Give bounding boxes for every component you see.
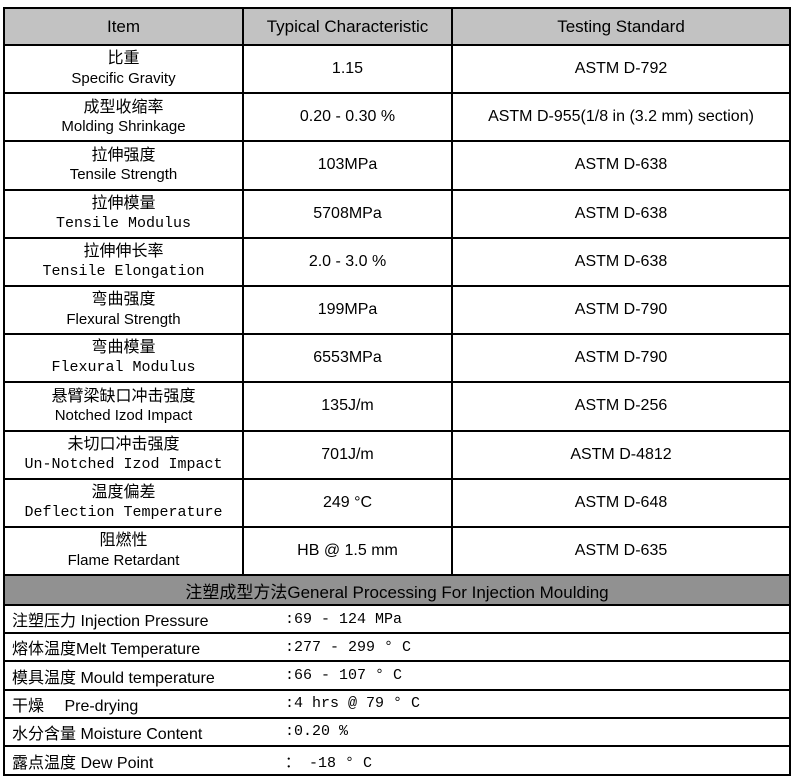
- table-row: 成型收缩率 Molding Shrinkage 0.20 - 0.30 % AS…: [5, 94, 789, 143]
- item-cell: 弯曲模量 Flexural Modulus: [5, 335, 242, 384]
- item-label-cn: 拉伸模量: [91, 194, 156, 212]
- processing-row: 干燥 Pre-drying :4 hrs @ 79 ° C: [5, 691, 789, 719]
- header-item: Item: [5, 9, 242, 46]
- value-cell: HB @ 1.5 mm: [242, 527, 451, 577]
- item-label-cn: 拉伸强度: [91, 146, 156, 164]
- item-label-en: Deflection Temperature: [24, 503, 223, 521]
- item-label-cn: 成型收缩率: [83, 98, 164, 116]
- processing-label: 模具温度 Mould temperature: [12, 669, 215, 687]
- table-row: 悬臂梁缺口冲击强度 Notched Izod Impact 135J/m AST…: [5, 383, 789, 432]
- value-cell: 103MPa: [242, 142, 451, 191]
- standard-cell: ASTM D-638: [451, 142, 789, 191]
- item-cell: 悬臂梁缺口冲击强度 Notched Izod Impact: [5, 383, 242, 432]
- value-cell: 135J/m: [242, 383, 451, 432]
- standard-cell: ASTM D-256: [451, 383, 789, 432]
- item-cell: 弯曲强度 Flexural Strength: [5, 287, 242, 336]
- table-header-row: Item Typical Characteristic Testing Stan…: [5, 9, 789, 46]
- table-row: 未切口冲击强度 Un-Notched Izod Impact 701J/m AS…: [5, 431, 789, 480]
- standard-cell: ASTM D-790: [451, 335, 789, 384]
- standard-cell: ASTM D-648: [451, 479, 789, 528]
- processing-label: 露点温度 Dew Point: [12, 755, 154, 773]
- standard-cell: ASTM D-790: [451, 286, 789, 336]
- processing-label: 注塑压力 Injection Pressure: [12, 613, 209, 631]
- item-label-en: Specific Gravity: [71, 70, 176, 88]
- item-label-cn: 弯曲强度: [91, 291, 156, 309]
- properties-table: Item Typical Characteristic Testing Stan…: [3, 7, 791, 776]
- item-label-cn: 悬臂梁缺口冲击强度: [51, 387, 196, 405]
- section-header-injection-moulding: 注塑成型方法General Processing For Injection M…: [5, 576, 789, 607]
- item-label-en: Tensile Modulus: [55, 214, 192, 232]
- table-row: 温度偏差 Deflection Temperature 249 °C ASTM …: [5, 479, 789, 528]
- item-label-en: Notched Izod Impact: [54, 407, 193, 425]
- standard-cell: ASTM D-635: [451, 527, 789, 577]
- item-label-en: Flexural Modulus: [51, 359, 196, 377]
- table-row: 阻燃性 Flame Retardant HB @ 1.5 mm ASTM D-6…: [5, 527, 789, 577]
- item-label-en: Tensile Elongation: [42, 262, 205, 280]
- item-label-en: Un-Notched Izod Impact: [24, 455, 223, 473]
- table-row: 拉伸强度 Tensile Strength 103MPa ASTM D-638: [5, 142, 789, 191]
- item-label-en: Tensile Strength: [69, 166, 178, 184]
- table-row: 拉伸伸长率 Tensile Elongation 2.0 - 3.0 % AST…: [5, 238, 789, 287]
- table-row: 拉伸模量 Tensile Modulus 5708MPa ASTM D-638: [5, 190, 789, 239]
- item-cell: 阻燃性 Flame Retardant: [5, 528, 242, 577]
- processing-row: 熔体温度Melt Temperature :277 - 299 ° C: [5, 634, 789, 663]
- item-cell: 拉伸伸长率 Tensile Elongation: [5, 239, 242, 287]
- item-label-cn: 温度偏差: [91, 484, 156, 501]
- processing-label: 熔体温度Melt Temperature: [12, 641, 201, 659]
- value-cell: 701J/m: [242, 431, 451, 480]
- item-cell: 拉伸强度 Tensile Strength: [5, 142, 242, 191]
- standard-cell: ASTM D-638: [451, 190, 789, 239]
- item-cell: 比重 Specific Gravity: [5, 46, 242, 95]
- item-cell: 成型收缩率 Molding Shrinkage: [5, 94, 242, 143]
- processing-value: ： -18 ° C: [285, 754, 373, 772]
- item-label-en: Flexural Strength: [66, 311, 181, 329]
- processing-value: :277 - 299 ° C: [285, 638, 412, 656]
- standard-cell: ASTM D-638: [451, 238, 789, 287]
- standard-cell: ASTM D-955(1/8 in (3.2 mm) section): [451, 94, 789, 143]
- header-testing-standard: Testing Standard: [451, 9, 789, 46]
- item-cell: 未切口冲击强度 Un-Notched Izod Impact: [5, 432, 242, 480]
- table-row: 弯曲强度 Flexural Strength 199MPa ASTM D-790: [5, 286, 789, 336]
- processing-value: :69 - 124 MPa: [285, 610, 403, 628]
- processing-label: 水分含量 Moisture Content: [12, 725, 203, 743]
- value-cell: 249 °C: [242, 479, 451, 528]
- value-cell: 2.0 - 3.0 %: [242, 238, 451, 287]
- value-cell: 0.20 - 0.30 %: [242, 94, 451, 143]
- processing-label: 干燥 Pre-drying: [12, 697, 139, 715]
- item-cell: 拉伸模量 Tensile Modulus: [5, 191, 242, 239]
- standard-cell: ASTM D-792: [451, 46, 789, 95]
- value-cell: 6553MPa: [242, 335, 451, 384]
- item-label-cn: 弯曲模量: [91, 339, 156, 357]
- table-row: 比重 Specific Gravity 1.15 ASTM D-792: [5, 46, 789, 95]
- item-label-cn: 比重: [107, 50, 140, 68]
- item-cell: 温度偏差 Deflection Temperature: [5, 480, 242, 528]
- processing-row: 注塑压力 Injection Pressure :69 - 124 MPa: [5, 606, 789, 635]
- processing-row: 模具温度 Mould temperature :66 - 107 ° C: [5, 662, 789, 691]
- processing-value: :66 - 107 ° C: [285, 667, 403, 685]
- item-label-cn: 拉伸伸长率: [83, 243, 164, 261]
- processing-row: 露点温度 Dew Point ： -18 ° C: [5, 747, 789, 774]
- header-typical-characteristic: Typical Characteristic: [242, 9, 451, 46]
- table-row: 弯曲模量 Flexural Modulus 6553MPa ASTM D-790: [5, 335, 789, 384]
- value-cell: 1.15: [242, 46, 451, 95]
- value-cell: 5708MPa: [242, 190, 451, 239]
- processing-value: :4 hrs @ 79 ° C: [285, 695, 421, 713]
- item-label-en: Molding Shrinkage: [61, 118, 186, 136]
- processing-row: 水分含量 Moisture Content :0.20 %: [5, 719, 789, 747]
- standard-cell: ASTM D-4812: [451, 431, 789, 480]
- value-cell: 199MPa: [242, 286, 451, 336]
- item-label-cn: 阻燃性: [99, 532, 148, 550]
- item-label-en: Flame Retardant: [67, 551, 180, 569]
- item-label-cn: 未切口冲击强度: [67, 435, 180, 453]
- processing-value: :0.20 %: [285, 723, 349, 741]
